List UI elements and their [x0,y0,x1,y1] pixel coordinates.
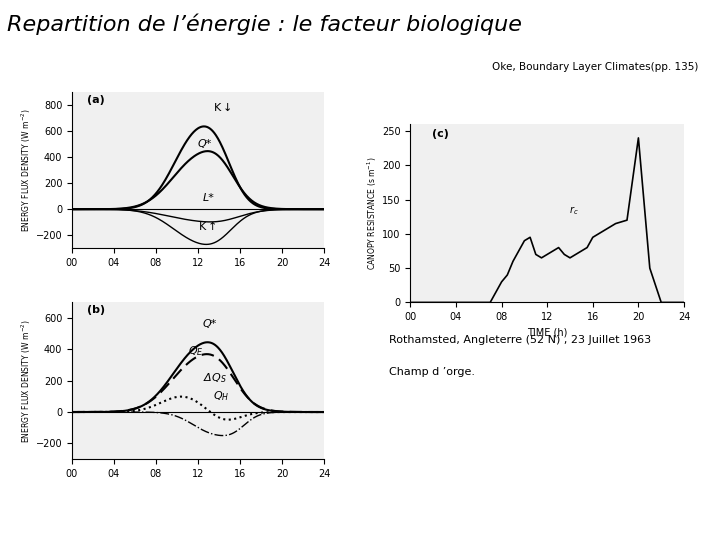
Y-axis label: ENERGY FLUX DENSITY (W m$^{-2}$): ENERGY FLUX DENSITY (W m$^{-2}$) [19,319,33,442]
Text: (b): (b) [87,305,105,315]
Text: r$_c$: r$_c$ [569,204,579,217]
X-axis label: TIME (h): TIME (h) [527,328,567,338]
Text: K$\uparrow$: K$\uparrow$ [198,219,217,232]
Text: Rothamsted, Angleterre (52 N) , 23 Juillet 1963: Rothamsted, Angleterre (52 N) , 23 Juill… [389,335,651,345]
Text: Q*: Q* [198,139,212,148]
Y-axis label: ENERGY FLUX DENSITY (W m$^{-2}$): ENERGY FLUX DENSITY (W m$^{-2}$) [19,109,33,232]
Y-axis label: CANOPY RESISTANCE (s m$^{-1}$): CANOPY RESISTANCE (s m$^{-1}$) [366,157,379,270]
Text: (a): (a) [87,94,105,105]
Text: Oke, Boundary Layer Climates(pp. 135): Oke, Boundary Layer Climates(pp. 135) [492,63,698,72]
Text: Champ d ’orge.: Champ d ’orge. [389,367,474,377]
Text: Q*: Q* [203,320,217,329]
Text: ΔQ$_S$: ΔQ$_S$ [203,370,227,384]
Text: K$\downarrow$: K$\downarrow$ [213,100,232,113]
Text: (c): (c) [432,129,449,139]
Text: Q$_E$: Q$_E$ [188,344,204,358]
Text: L*: L* [203,193,215,204]
Text: Q$_H$: Q$_H$ [213,389,230,403]
Text: Repartition de l’énergie : le facteur biologique: Repartition de l’énergie : le facteur bi… [7,14,522,35]
